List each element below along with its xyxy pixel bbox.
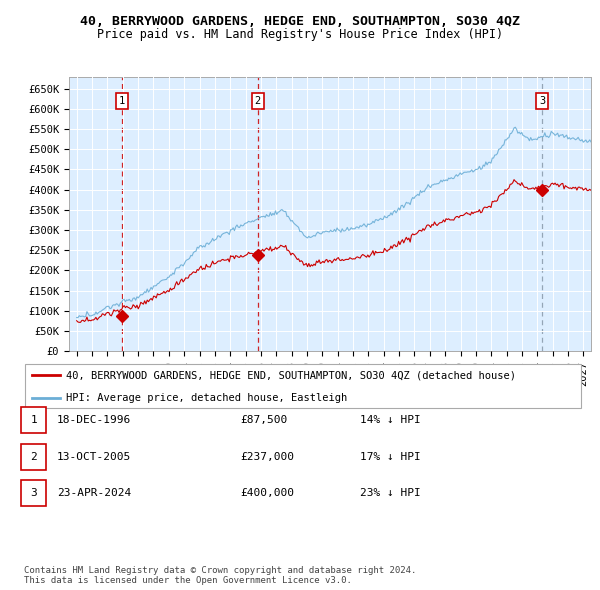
- Text: 23-APR-2024: 23-APR-2024: [57, 489, 131, 498]
- Text: 18-DEC-1996: 18-DEC-1996: [57, 415, 131, 425]
- Text: Price paid vs. HM Land Registry's House Price Index (HPI): Price paid vs. HM Land Registry's House …: [97, 28, 503, 41]
- Text: 3: 3: [539, 96, 545, 106]
- Text: £87,500: £87,500: [240, 415, 287, 425]
- Text: £237,000: £237,000: [240, 452, 294, 461]
- Text: 1: 1: [30, 415, 37, 425]
- Text: 40, BERRYWOOD GARDENS, HEDGE END, SOUTHAMPTON, SO30 4QZ: 40, BERRYWOOD GARDENS, HEDGE END, SOUTHA…: [80, 15, 520, 28]
- Text: 23% ↓ HPI: 23% ↓ HPI: [360, 489, 421, 498]
- Text: 3: 3: [30, 489, 37, 498]
- Text: 17% ↓ HPI: 17% ↓ HPI: [360, 452, 421, 461]
- Text: 14% ↓ HPI: 14% ↓ HPI: [360, 415, 421, 425]
- Text: 13-OCT-2005: 13-OCT-2005: [57, 452, 131, 461]
- Text: £400,000: £400,000: [240, 489, 294, 498]
- Text: 2: 2: [30, 452, 37, 461]
- Text: 2: 2: [254, 96, 261, 106]
- Text: 1: 1: [119, 96, 125, 106]
- Text: Contains HM Land Registry data © Crown copyright and database right 2024.
This d: Contains HM Land Registry data © Crown c…: [24, 566, 416, 585]
- FancyBboxPatch shape: [25, 364, 581, 408]
- Text: HPI: Average price, detached house, Eastleigh: HPI: Average price, detached house, East…: [66, 393, 347, 403]
- Text: 40, BERRYWOOD GARDENS, HEDGE END, SOUTHAMPTON, SO30 4QZ (detached house): 40, BERRYWOOD GARDENS, HEDGE END, SOUTHA…: [66, 370, 516, 380]
